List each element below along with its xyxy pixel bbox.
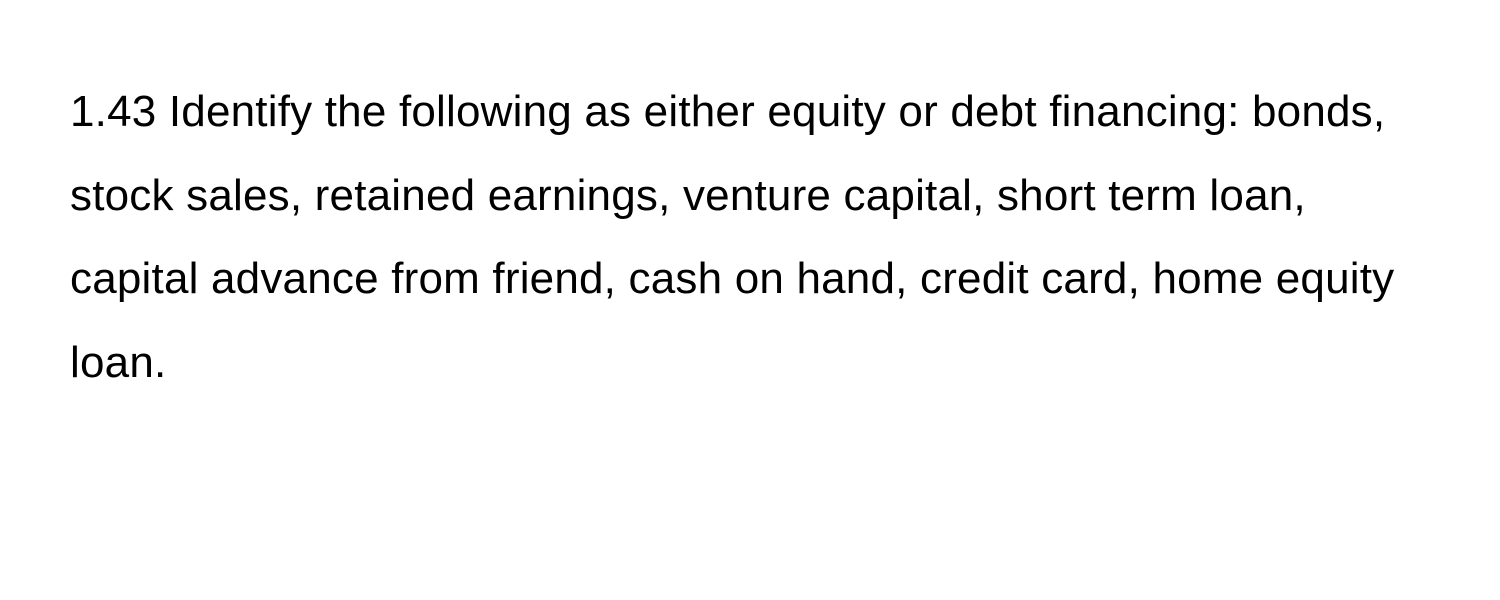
question-text: 1.43 Identify the following as either eq… (70, 70, 1430, 404)
